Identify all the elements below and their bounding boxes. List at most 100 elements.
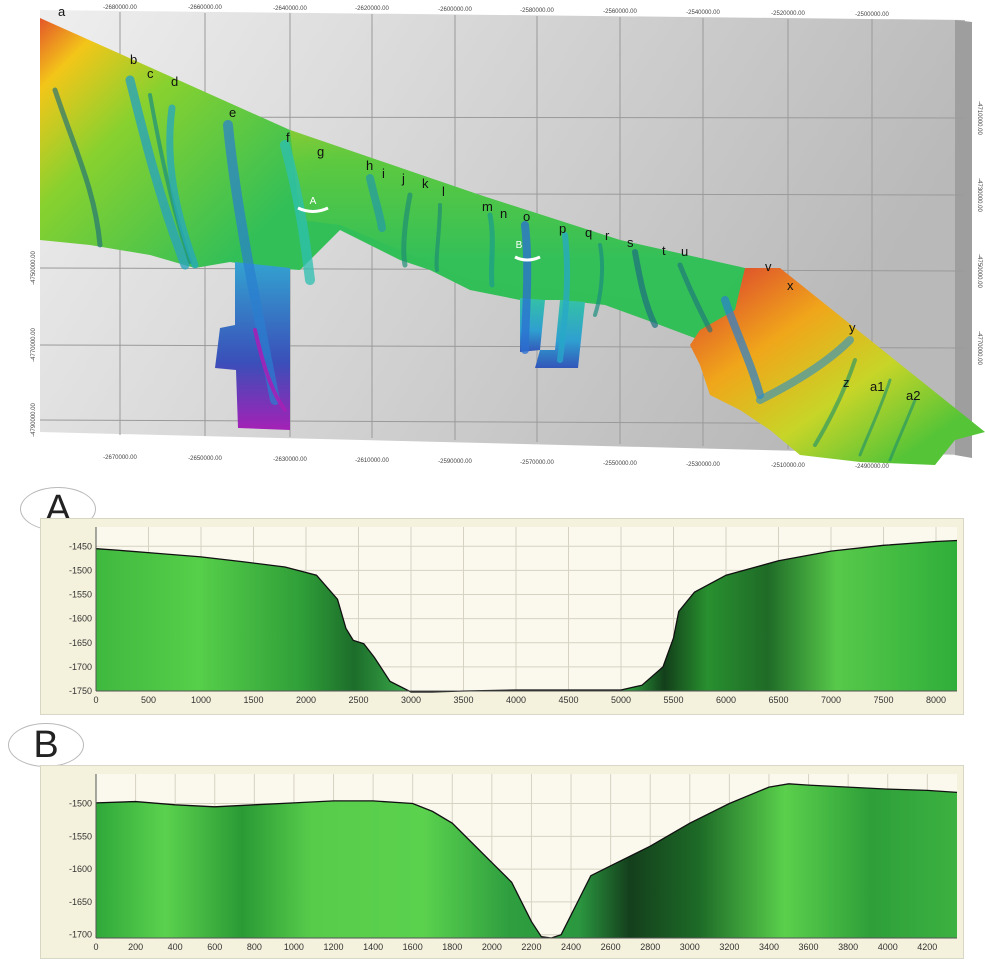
y-tick-label: -1550 bbox=[69, 590, 92, 600]
x-tick-label: 1400 bbox=[363, 942, 383, 952]
x-tick-label: 1200 bbox=[324, 942, 344, 952]
canyon-label: k bbox=[422, 176, 429, 191]
x-tick-label: 600 bbox=[207, 942, 222, 952]
canyon-label: m bbox=[482, 199, 493, 214]
right-tick: -4770000.00 bbox=[976, 331, 982, 365]
canyon-label: z bbox=[843, 375, 850, 390]
section-a-marker bbox=[297, 206, 329, 213]
bathymetry-map: A B a b c d e f g h i j k l m n o p q r … bbox=[0, 0, 985, 470]
left-tick: -4790000.00 bbox=[31, 402, 37, 436]
canyon-label: i bbox=[382, 166, 385, 181]
x-tick-label: 6500 bbox=[768, 695, 788, 705]
x-tick-label: 3600 bbox=[799, 942, 819, 952]
y-tick-label: -1700 bbox=[69, 662, 92, 672]
x-tick-label: 3000 bbox=[680, 942, 700, 952]
x-tick-label: 3000 bbox=[401, 695, 421, 705]
canyon-label: v bbox=[765, 259, 772, 274]
y-tick-label: -1700 bbox=[69, 930, 92, 940]
section-b-mark: B bbox=[516, 240, 523, 251]
bottom-tick: -2590000.00 bbox=[438, 459, 472, 465]
y-tick-label: -1650 bbox=[69, 638, 92, 648]
canyon-label: f bbox=[286, 130, 290, 145]
canyon-label: o bbox=[523, 209, 530, 224]
canyon-label: y bbox=[849, 320, 856, 335]
canyon-label: d bbox=[171, 74, 178, 89]
canyon-label: t bbox=[662, 243, 666, 258]
right-tick: -4710000.00 bbox=[976, 101, 982, 135]
x-tick-label: 800 bbox=[247, 942, 262, 952]
x-tick-label: 0 bbox=[93, 942, 98, 952]
bottom-tick: -2490000.00 bbox=[855, 464, 889, 470]
x-tick-label: 5000 bbox=[611, 695, 631, 705]
bottom-tick: -2550000.00 bbox=[603, 461, 637, 467]
seafloor-area bbox=[96, 783, 957, 938]
top-tick: -2660000.00 bbox=[188, 5, 222, 11]
y-tick-label: -1600 bbox=[69, 864, 92, 874]
x-tick-label: 8000 bbox=[926, 695, 946, 705]
y-tick-label: -1500 bbox=[69, 799, 92, 809]
bottom-tick: -2630000.00 bbox=[273, 457, 307, 463]
x-tick-label: 3500 bbox=[453, 695, 473, 705]
x-tick-label: 1000 bbox=[284, 942, 304, 952]
x-tick-label: 1800 bbox=[442, 942, 462, 952]
canyon-label: x bbox=[787, 278, 794, 293]
section-a-mark: A bbox=[310, 196, 317, 207]
seafloor-profile-line bbox=[95, 783, 958, 939]
top-coordinate-ticks: -2680000.00 -2660000.00 -2640000.00 -262… bbox=[103, 5, 889, 18]
left-tick: -4750000.00 bbox=[31, 250, 37, 284]
top-tick: -2620000.00 bbox=[355, 6, 389, 12]
x-tick-label: 4000 bbox=[506, 695, 526, 705]
x-tick-label: 2000 bbox=[482, 942, 502, 952]
top-tick: -2520000.00 bbox=[771, 11, 805, 17]
left-coordinate-ticks: -4750000.00 -4770000.00 -4790000.00 bbox=[31, 250, 37, 436]
x-tick-label: 2400 bbox=[561, 942, 581, 952]
x-tick-label: 200 bbox=[128, 942, 143, 952]
bathymetry-map-svg: A B a b c d e f g h i j k l m n o p q r … bbox=[31, 4, 985, 470]
x-tick-label: 4500 bbox=[558, 695, 578, 705]
x-tick-label: 2800 bbox=[640, 942, 660, 952]
section-b-marker bbox=[514, 255, 541, 262]
right-coordinate-ticks: -4710000.00 -4730000.00 -4750000.00 -477… bbox=[976, 101, 982, 365]
bottom-tick: -2530000.00 bbox=[686, 462, 720, 468]
canyon-label: h bbox=[366, 158, 373, 173]
canyon-label: a2 bbox=[906, 388, 920, 403]
canyon-thalwegs bbox=[52, 75, 917, 462]
panel-label-b: B bbox=[8, 723, 84, 767]
y-tick-label: -1750 bbox=[69, 686, 92, 696]
x-tick-label: 3400 bbox=[759, 942, 779, 952]
canyon-label: u bbox=[681, 244, 688, 259]
canyon-labels: a b c d e f g h i j k l m n o p q r s t … bbox=[58, 4, 920, 403]
canyon-label: a1 bbox=[870, 379, 884, 394]
bottom-tick: -2610000.00 bbox=[355, 458, 389, 464]
x-tick-label: 4200 bbox=[917, 942, 937, 952]
bottom-tick: -2670000.00 bbox=[103, 455, 137, 461]
x-tick-label: 0 bbox=[93, 695, 98, 705]
canyon-label: a bbox=[58, 4, 66, 19]
x-tick-label: 7500 bbox=[873, 695, 893, 705]
top-tick: -2500000.00 bbox=[855, 12, 889, 18]
top-tick: -2560000.00 bbox=[603, 9, 637, 15]
y-tick-label: -1650 bbox=[69, 897, 92, 907]
swath-right bbox=[690, 268, 985, 465]
seafloor-area bbox=[96, 540, 957, 692]
bottom-coordinate-ticks: -2670000.00 -2650000.00 -2630000.00 -261… bbox=[103, 455, 889, 470]
x-tick-label: 3200 bbox=[719, 942, 739, 952]
top-tick: -2580000.00 bbox=[520, 8, 554, 14]
top-tick: -2680000.00 bbox=[103, 5, 137, 11]
y-tick-label: -1550 bbox=[69, 831, 92, 841]
x-tick-label: 500 bbox=[141, 695, 156, 705]
top-tick: -2540000.00 bbox=[686, 10, 720, 16]
y-tick-label: -1500 bbox=[69, 565, 92, 575]
x-tick-label: 5500 bbox=[663, 695, 683, 705]
profile-a-chart: -1450 -1500 -1550 -1600 -1650 -1700 -1750 0 500 1… bbox=[40, 518, 964, 715]
y-tick-label: -1450 bbox=[69, 541, 92, 551]
left-tick: -4770000.00 bbox=[31, 327, 37, 361]
canyon-label: b bbox=[130, 52, 137, 67]
x-tick-label: 400 bbox=[168, 942, 183, 952]
x-tick-label: 1500 bbox=[243, 695, 263, 705]
x-tick-label: 1600 bbox=[403, 942, 423, 952]
right-tick: -4730000.00 bbox=[976, 178, 982, 212]
canyon-label: q bbox=[585, 225, 592, 240]
